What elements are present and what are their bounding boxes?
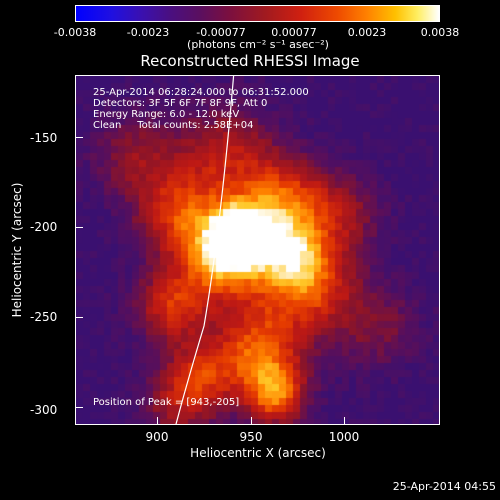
y-tick-mark — [75, 227, 83, 228]
y-tick-mark — [75, 137, 83, 138]
colorbar-tick: 0.00077 — [271, 26, 317, 39]
x-tick-mark — [251, 417, 252, 425]
colorbar-tick: 0.0023 — [347, 26, 387, 39]
colorbar-units: (photons cm⁻² s⁻¹ asec⁻²) — [187, 38, 329, 51]
y-tick-label: -150 — [30, 131, 58, 145]
x-tick-mark — [344, 417, 345, 425]
info-detectors: Detectors: 3F 5F 6F 7F 8F 9F, Att 0 — [93, 98, 268, 109]
info-peak-position: Position of Peak = [943,-205] — [93, 397, 240, 408]
info-energy-range: Energy Range: 6.0 - 12.0 keV — [93, 109, 240, 120]
y-axis-label: Heliocentric Y (arcsec) — [10, 182, 24, 318]
plot-title: Reconstructed RHESSI Image — [140, 52, 360, 70]
solar-limb-line — [175, 76, 235, 424]
x-tick-label: 900 — [145, 430, 169, 444]
y-tick-mark — [75, 407, 83, 408]
x-tick-label: 950 — [239, 430, 263, 444]
colorbar-tick: -0.00077 — [196, 26, 246, 39]
x-tick-mark — [157, 417, 158, 425]
y-tick-label: -200 — [30, 220, 58, 234]
y-tick-label: -300 — [30, 403, 58, 417]
colorbar — [75, 5, 440, 22]
rhessi-image — [76, 76, 439, 424]
rhessi-image-plot — [75, 75, 440, 425]
info-clean-counts: Clean Total counts: 2.58E+04 — [93, 120, 254, 131]
colorbar-tick: -0.0023 — [126, 26, 170, 39]
info-time-range: 25-Apr-2014 06:28:24.000 to 06:31:52.000 — [93, 87, 309, 98]
limb-overlay — [175, 76, 235, 424]
colorbar-tick: -0.0038 — [53, 26, 97, 39]
x-axis-label: Heliocentric X (arcsec) — [190, 446, 326, 460]
y-tick-mark — [75, 317, 83, 318]
plot-timestamp: 25-Apr-2014 04:55 — [392, 480, 496, 493]
x-tick-label: 1000 — [328, 430, 360, 444]
colorbar-tick: 0.0038 — [420, 26, 460, 39]
y-tick-label: -250 — [30, 310, 58, 324]
